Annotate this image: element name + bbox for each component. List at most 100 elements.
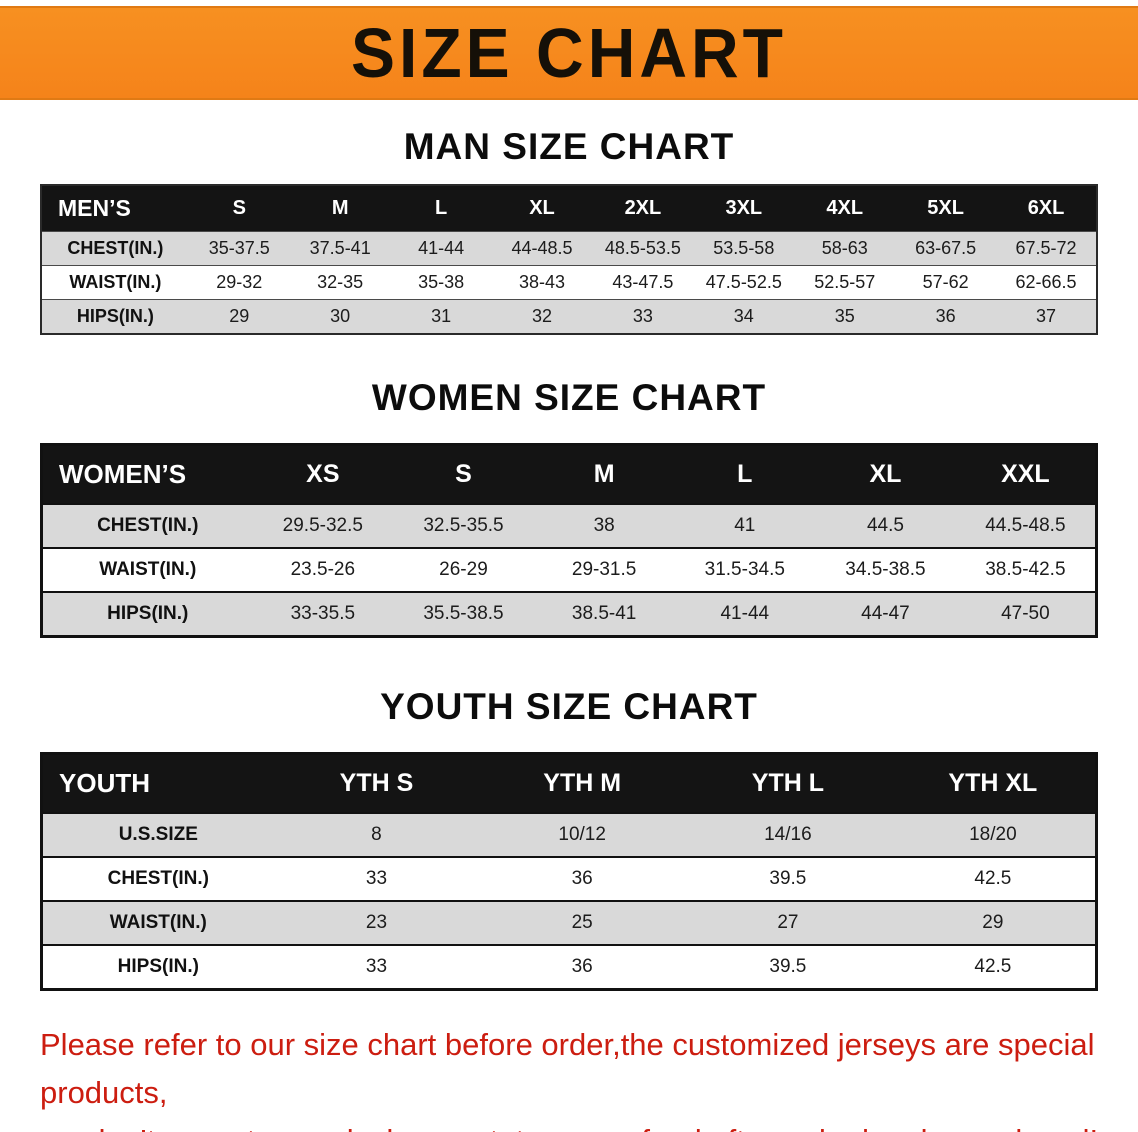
disclaimer-line-1: Please refer to our size chart before or… xyxy=(40,1027,1095,1111)
value-cell: 53.5-58 xyxy=(713,238,775,258)
value-cell: 33 xyxy=(365,868,388,889)
value-cell: 38.5-41 xyxy=(571,603,637,624)
value-cell: 25 xyxy=(571,912,593,933)
men-size-section: MAN SIZE CHART MEN’S S M L XL 2XL 3XL 4XL 5XL 6XL… xyxy=(0,126,1138,335)
size-header-cell: M xyxy=(289,185,391,232)
value-cell: 18/20 xyxy=(969,824,1017,845)
table-header-row: YOUTH YTH S YTH M YTH L YTH XL xyxy=(41,753,1097,813)
value-cell: 29 xyxy=(982,912,1004,933)
value-cell: 48.5-53.5 xyxy=(604,238,681,258)
value-cell: 47.5-52.5 xyxy=(705,272,782,292)
table-row: WAIST(IN.) 23.5-26 26-29 29-31.5 31.5-34.5 34… xyxy=(41,548,1097,592)
size-header-cell: YTH M xyxy=(479,753,686,813)
size-header-cell: 2XL xyxy=(592,185,694,232)
disclaimer-line-2: we don’t accept cancel, change, teturn o… xyxy=(40,1117,1138,1132)
size-header-cell: 3XL xyxy=(693,185,795,232)
value-cell: 36 xyxy=(571,868,593,889)
value-cell: 58-63 xyxy=(821,238,868,258)
size-header-cell: S xyxy=(188,185,290,232)
row-label-cell: CHEST(IN.) xyxy=(97,515,199,536)
women-size-section: WOMEN SIZE CHART WOMEN’S XS S M L XL XXL CHEST(… xyxy=(0,377,1138,638)
size-header-cell: S xyxy=(393,444,534,504)
value-cell: 34 xyxy=(733,306,754,326)
value-cell: 29 xyxy=(229,306,250,326)
value-cell: 32-35 xyxy=(317,272,364,292)
youth-section-heading: YOUTH SIZE CHART xyxy=(380,686,758,727)
youth-size-section: YOUTH SIZE CHART YOUTH YTH S YTH M YTH L YTH… xyxy=(0,686,1138,991)
disclaimer-note: Please refer to our size chart before or… xyxy=(40,1021,1138,1132)
table-header-row: WOMEN’S XS S M L XL XXL xyxy=(41,444,1097,504)
row-label-cell: CHEST(IN.) xyxy=(67,238,164,258)
value-cell: 23 xyxy=(365,912,388,933)
row-label-cell: U.S.SIZE xyxy=(118,824,198,845)
size-header-cell: XXL xyxy=(955,444,1097,504)
value-cell: 29-31.5 xyxy=(571,559,637,580)
value-cell: 33 xyxy=(632,306,653,326)
value-cell: 35-37.5 xyxy=(208,238,270,258)
value-cell: 14/16 xyxy=(764,824,812,845)
size-header-cell: 6XL xyxy=(996,185,1097,232)
value-cell: 39.5 xyxy=(769,868,807,889)
value-cell: 37 xyxy=(1036,306,1057,326)
value-cell: 36 xyxy=(571,956,593,977)
table-row: CHEST(IN.) 29.5-32.5 32.5-35.5 38 41 44.5 44.5… xyxy=(41,504,1097,548)
row-label-cell: WAIST(IN.) xyxy=(109,912,207,933)
value-cell: 29-32 xyxy=(216,272,263,292)
value-cell: 41-44 xyxy=(418,238,465,258)
value-cell: 47-50 xyxy=(1001,603,1050,624)
row-label-cell: HIPS(IN.) xyxy=(76,306,154,326)
table-row: CHEST(IN.) 35-37.5 37.5-41 41-44 44-48.5 48.5… xyxy=(41,231,1097,266)
value-cell: 32 xyxy=(531,306,553,326)
row-label-cell: HIPS(IN.) xyxy=(107,603,189,624)
value-cell: 44-47 xyxy=(861,603,910,624)
value-cell: 41-44 xyxy=(720,603,770,624)
table-row: WAIST(IN.) 23 25 27 29 xyxy=(41,901,1097,945)
value-cell: 38 xyxy=(593,515,615,536)
value-cell: 37.5-41 xyxy=(309,238,371,258)
value-cell: 35.5-38.5 xyxy=(423,603,504,624)
row-label-cell: WAIST(IN.) xyxy=(99,559,197,580)
value-cell: 44.5-48.5 xyxy=(985,515,1066,536)
women-size-table: WOMEN’S XS S M L XL XXL CHEST(IN.) 29.5-32.5 32.5… xyxy=(40,443,1098,638)
value-cell: 33-35.5 xyxy=(290,603,356,624)
value-cell: 41 xyxy=(734,515,756,536)
page-title: SIZE CHART xyxy=(351,14,787,92)
men-size-table: MEN’S S M L XL 2XL 3XL 4XL 5XL 6XL CHEST(IN.) 35-37… xyxy=(40,184,1098,335)
size-header-cell: YTH L xyxy=(685,753,891,813)
value-cell: 38-43 xyxy=(518,272,566,292)
row-label-cell: CHEST(IN.) xyxy=(107,868,209,889)
value-cell: 33 xyxy=(365,956,388,977)
value-cell: 39.5 xyxy=(769,956,807,977)
size-header-cell: YTH S xyxy=(273,753,480,813)
size-header-cell: M xyxy=(533,444,675,504)
size-header-cell: 4XL xyxy=(794,185,896,232)
value-cell: 31.5-34.5 xyxy=(704,559,785,580)
table-row: HIPS(IN.) 33-35.5 35.5-38.5 38.5-41 41-44 44-… xyxy=(41,592,1097,637)
youth-size-table: YOUTH YTH S YTH M YTH L YTH XL U.S.SIZE 8 10/12… xyxy=(40,752,1098,991)
value-cell: 63-67.5 xyxy=(915,238,977,258)
value-cell: 31 xyxy=(431,306,452,326)
table-row: CHEST(IN.) 33 36 39.5 42.5 xyxy=(41,857,1097,901)
table-header-row: MEN’S S M L XL 2XL 3XL 4XL 5XL 6XL xyxy=(41,185,1097,232)
value-cell: 35-38 xyxy=(418,272,465,292)
size-header-cell: YTH XL xyxy=(890,753,1097,813)
size-header-cell: L xyxy=(390,185,492,232)
table-title-cell: MEN’S xyxy=(41,185,189,232)
value-cell: 44-48.5 xyxy=(511,238,573,258)
value-cell: 44.5 xyxy=(866,515,904,536)
row-label-cell: WAIST(IN.) xyxy=(69,272,162,292)
women-section-heading: WOMEN SIZE CHART xyxy=(371,377,767,418)
table-row: HIPS(IN.) 33 36 39.5 42.5 xyxy=(41,945,1097,990)
value-cell: 35 xyxy=(834,306,855,326)
table-row: HIPS(IN.) 29 30 31 32 33 34 35 36 37 xyxy=(41,299,1097,334)
table-row: U.S.SIZE 8 10/12 14/16 18/20 xyxy=(41,813,1097,857)
table-title-cell: YOUTH xyxy=(41,753,274,813)
value-cell: 32.5-35.5 xyxy=(423,515,504,536)
value-cell: 52.5-57 xyxy=(814,272,876,292)
value-cell: 67.5-72 xyxy=(1015,238,1077,258)
size-header-cell: XS xyxy=(252,444,394,504)
value-cell: 30 xyxy=(330,306,351,326)
value-cell: 57-62 xyxy=(922,272,969,292)
size-header-cell: 5XL xyxy=(895,185,997,232)
